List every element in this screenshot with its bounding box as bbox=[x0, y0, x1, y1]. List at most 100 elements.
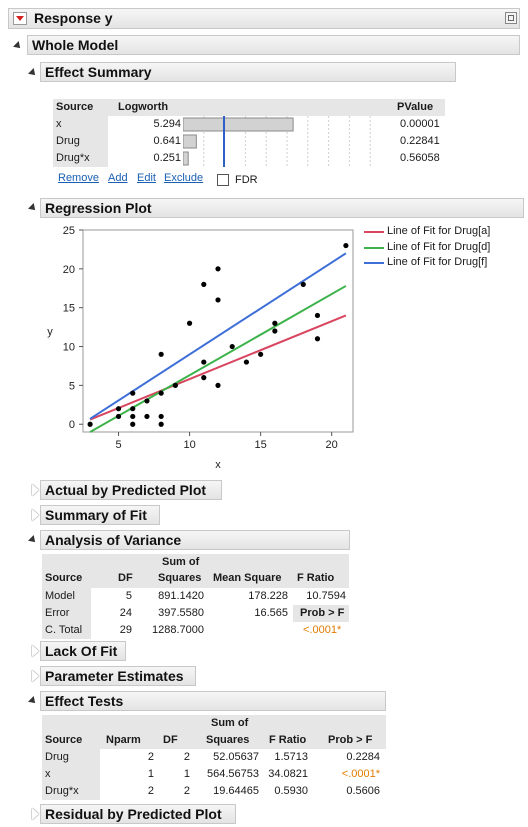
data-point bbox=[115, 406, 122, 412]
logworth-bar bbox=[183, 117, 294, 132]
actual-by-predicted-header[interactable]: Actual by Predicted Plot bbox=[40, 480, 222, 500]
disclosure-closed-icon[interactable] bbox=[32, 645, 39, 657]
effect-pvalue: 0.00001 bbox=[400, 118, 440, 130]
effect-tests-df-header: DF bbox=[163, 734, 178, 746]
effect-tests-ss-header-bottom: Squares bbox=[206, 734, 250, 746]
remove-button[interactable]: Remove bbox=[58, 172, 99, 184]
disclosure-closed-icon[interactable] bbox=[32, 670, 39, 682]
logworth-bar-chart bbox=[183, 116, 371, 167]
anova-source: Model bbox=[45, 590, 75, 602]
anova-f-header: F Ratio bbox=[297, 572, 335, 584]
anova-ms: 178.228 bbox=[248, 590, 288, 602]
effect-tests-title: Effect Tests bbox=[45, 693, 124, 709]
data-point bbox=[172, 382, 178, 388]
lack-of-fit-title: Lack Of Fit bbox=[45, 643, 118, 659]
effect-tests-nparm: 1 bbox=[147, 768, 154, 780]
anova-source: Error bbox=[45, 607, 70, 619]
data-point bbox=[201, 281, 207, 287]
lack-of-fit-header[interactable]: Lack Of Fit bbox=[40, 641, 126, 661]
data-point bbox=[229, 343, 235, 350]
data-point bbox=[243, 359, 250, 365]
effect-tests-header[interactable]: Effect Tests bbox=[40, 691, 386, 711]
disclosure-open-icon[interactable] bbox=[13, 41, 23, 51]
disclosure-closed-icon[interactable] bbox=[32, 484, 39, 496]
report-options-icon[interactable] bbox=[505, 12, 517, 24]
effect-summary-pvalue-header: PValue bbox=[397, 101, 434, 113]
disclosure-open-icon[interactable] bbox=[28, 68, 38, 78]
anova-ss: 397.5580 bbox=[158, 607, 204, 619]
effect-tests-df: 1 bbox=[183, 768, 190, 780]
data-point bbox=[115, 413, 122, 420]
effect-summary-title: Effect Summary bbox=[45, 64, 152, 80]
effect-summary-header[interactable]: Effect Summary bbox=[40, 62, 456, 82]
data-point bbox=[201, 359, 207, 365]
residual-by-predicted-header[interactable]: Residual by Predicted Plot bbox=[40, 804, 236, 824]
anova-ms-header: Mean Square bbox=[213, 572, 282, 584]
data-point bbox=[130, 413, 136, 420]
edit-button[interactable]: Edit bbox=[137, 172, 156, 184]
disclosure-closed-icon[interactable] bbox=[32, 808, 39, 820]
y-tick-label: 5 bbox=[69, 380, 75, 392]
data-point bbox=[215, 266, 221, 272]
effect-tests-df: 2 bbox=[183, 785, 190, 797]
effect-summary-source-col bbox=[53, 116, 108, 167]
x-tick-label: 5 bbox=[115, 439, 121, 451]
regression-plot-header[interactable]: Regression Plot bbox=[40, 198, 524, 218]
data-point bbox=[314, 336, 321, 342]
residual-by-predicted-title: Residual by Predicted Plot bbox=[45, 806, 222, 822]
effect-summary-row[interactable]: x 5.294 0.00001 bbox=[53, 116, 445, 133]
anova-df: 24 bbox=[119, 607, 132, 619]
effect-tests-prob: <.0001* bbox=[341, 768, 380, 780]
effect-tests-ss: 52.05637 bbox=[213, 751, 259, 763]
anova-source: C. Total bbox=[45, 624, 83, 636]
effect-source: x bbox=[56, 118, 62, 130]
anova-df: 5 bbox=[125, 590, 132, 602]
anova-title: Analysis of Variance bbox=[45, 532, 182, 548]
parameter-estimates-header[interactable]: Parameter Estimates bbox=[40, 666, 196, 686]
plot-frame bbox=[82, 229, 354, 433]
data-point bbox=[158, 390, 164, 396]
effect-tests-prob: 0.2284 bbox=[346, 751, 380, 763]
legend-label-drug-d: Line of Fit for Drug[d] bbox=[387, 241, 491, 253]
report-header[interactable]: Response y bbox=[8, 8, 520, 29]
effect-summary-source-header: Source bbox=[56, 101, 94, 113]
whole-model-header[interactable]: Whole Model bbox=[27, 35, 520, 55]
effect-tests-f-header: F Ratio bbox=[269, 734, 307, 746]
add-button[interactable]: Add bbox=[108, 172, 128, 184]
effect-summary-table-bg bbox=[53, 99, 445, 116]
effect-summary-row[interactable]: Drug*x 0.251 0.56058 bbox=[53, 150, 445, 167]
effect-tests-f: 34.0821 bbox=[268, 768, 308, 780]
legend-line-drug-a bbox=[364, 231, 384, 233]
anova-ss: 1288.7000 bbox=[152, 624, 204, 636]
legend-label-drug-a: Line of Fit for Drug[a] bbox=[387, 225, 491, 237]
anova-df: 29 bbox=[119, 624, 132, 636]
fdr-checkbox[interactable] bbox=[217, 174, 229, 186]
disclosure-open-icon[interactable] bbox=[28, 203, 38, 213]
anova-probf-cell bbox=[293, 605, 349, 622]
effect-tests-nparm: 2 bbox=[147, 751, 154, 763]
effect-tests-source: Drug bbox=[45, 751, 69, 763]
summary-of-fit-header[interactable]: Summary of Fit bbox=[40, 505, 160, 525]
y-tick-label: 0 bbox=[69, 419, 75, 431]
effect-tests-source-header: Source bbox=[45, 734, 83, 746]
legend-line-drug-d bbox=[364, 247, 384, 249]
effect-pvalue: 0.56058 bbox=[400, 152, 440, 164]
disclosure-open-icon[interactable] bbox=[28, 696, 38, 706]
disclosure-open-icon[interactable] bbox=[28, 535, 38, 545]
legend-line-drug-f bbox=[364, 262, 384, 264]
logworth-bar bbox=[183, 151, 189, 166]
x-axis-label: x bbox=[215, 459, 221, 471]
data-point bbox=[314, 312, 321, 319]
anova-ss-header-bottom: Squares bbox=[158, 572, 202, 584]
effect-summary-row[interactable]: Drug 0.641 0.22841 bbox=[53, 133, 445, 150]
disclosure-closed-icon[interactable] bbox=[32, 509, 39, 521]
fit-line bbox=[89, 314, 347, 421]
exclude-button[interactable]: Exclude bbox=[164, 172, 204, 184]
red-triangle-menu-button[interactable] bbox=[13, 12, 27, 25]
logworth-bar bbox=[183, 134, 197, 149]
data-point bbox=[144, 413, 150, 420]
legend-label-drug-f: Line of Fit for Drug[f] bbox=[387, 256, 488, 268]
data-point bbox=[87, 421, 93, 427]
anova-header[interactable]: Analysis of Variance bbox=[40, 530, 350, 550]
anova-ms: 16.565 bbox=[254, 607, 288, 619]
